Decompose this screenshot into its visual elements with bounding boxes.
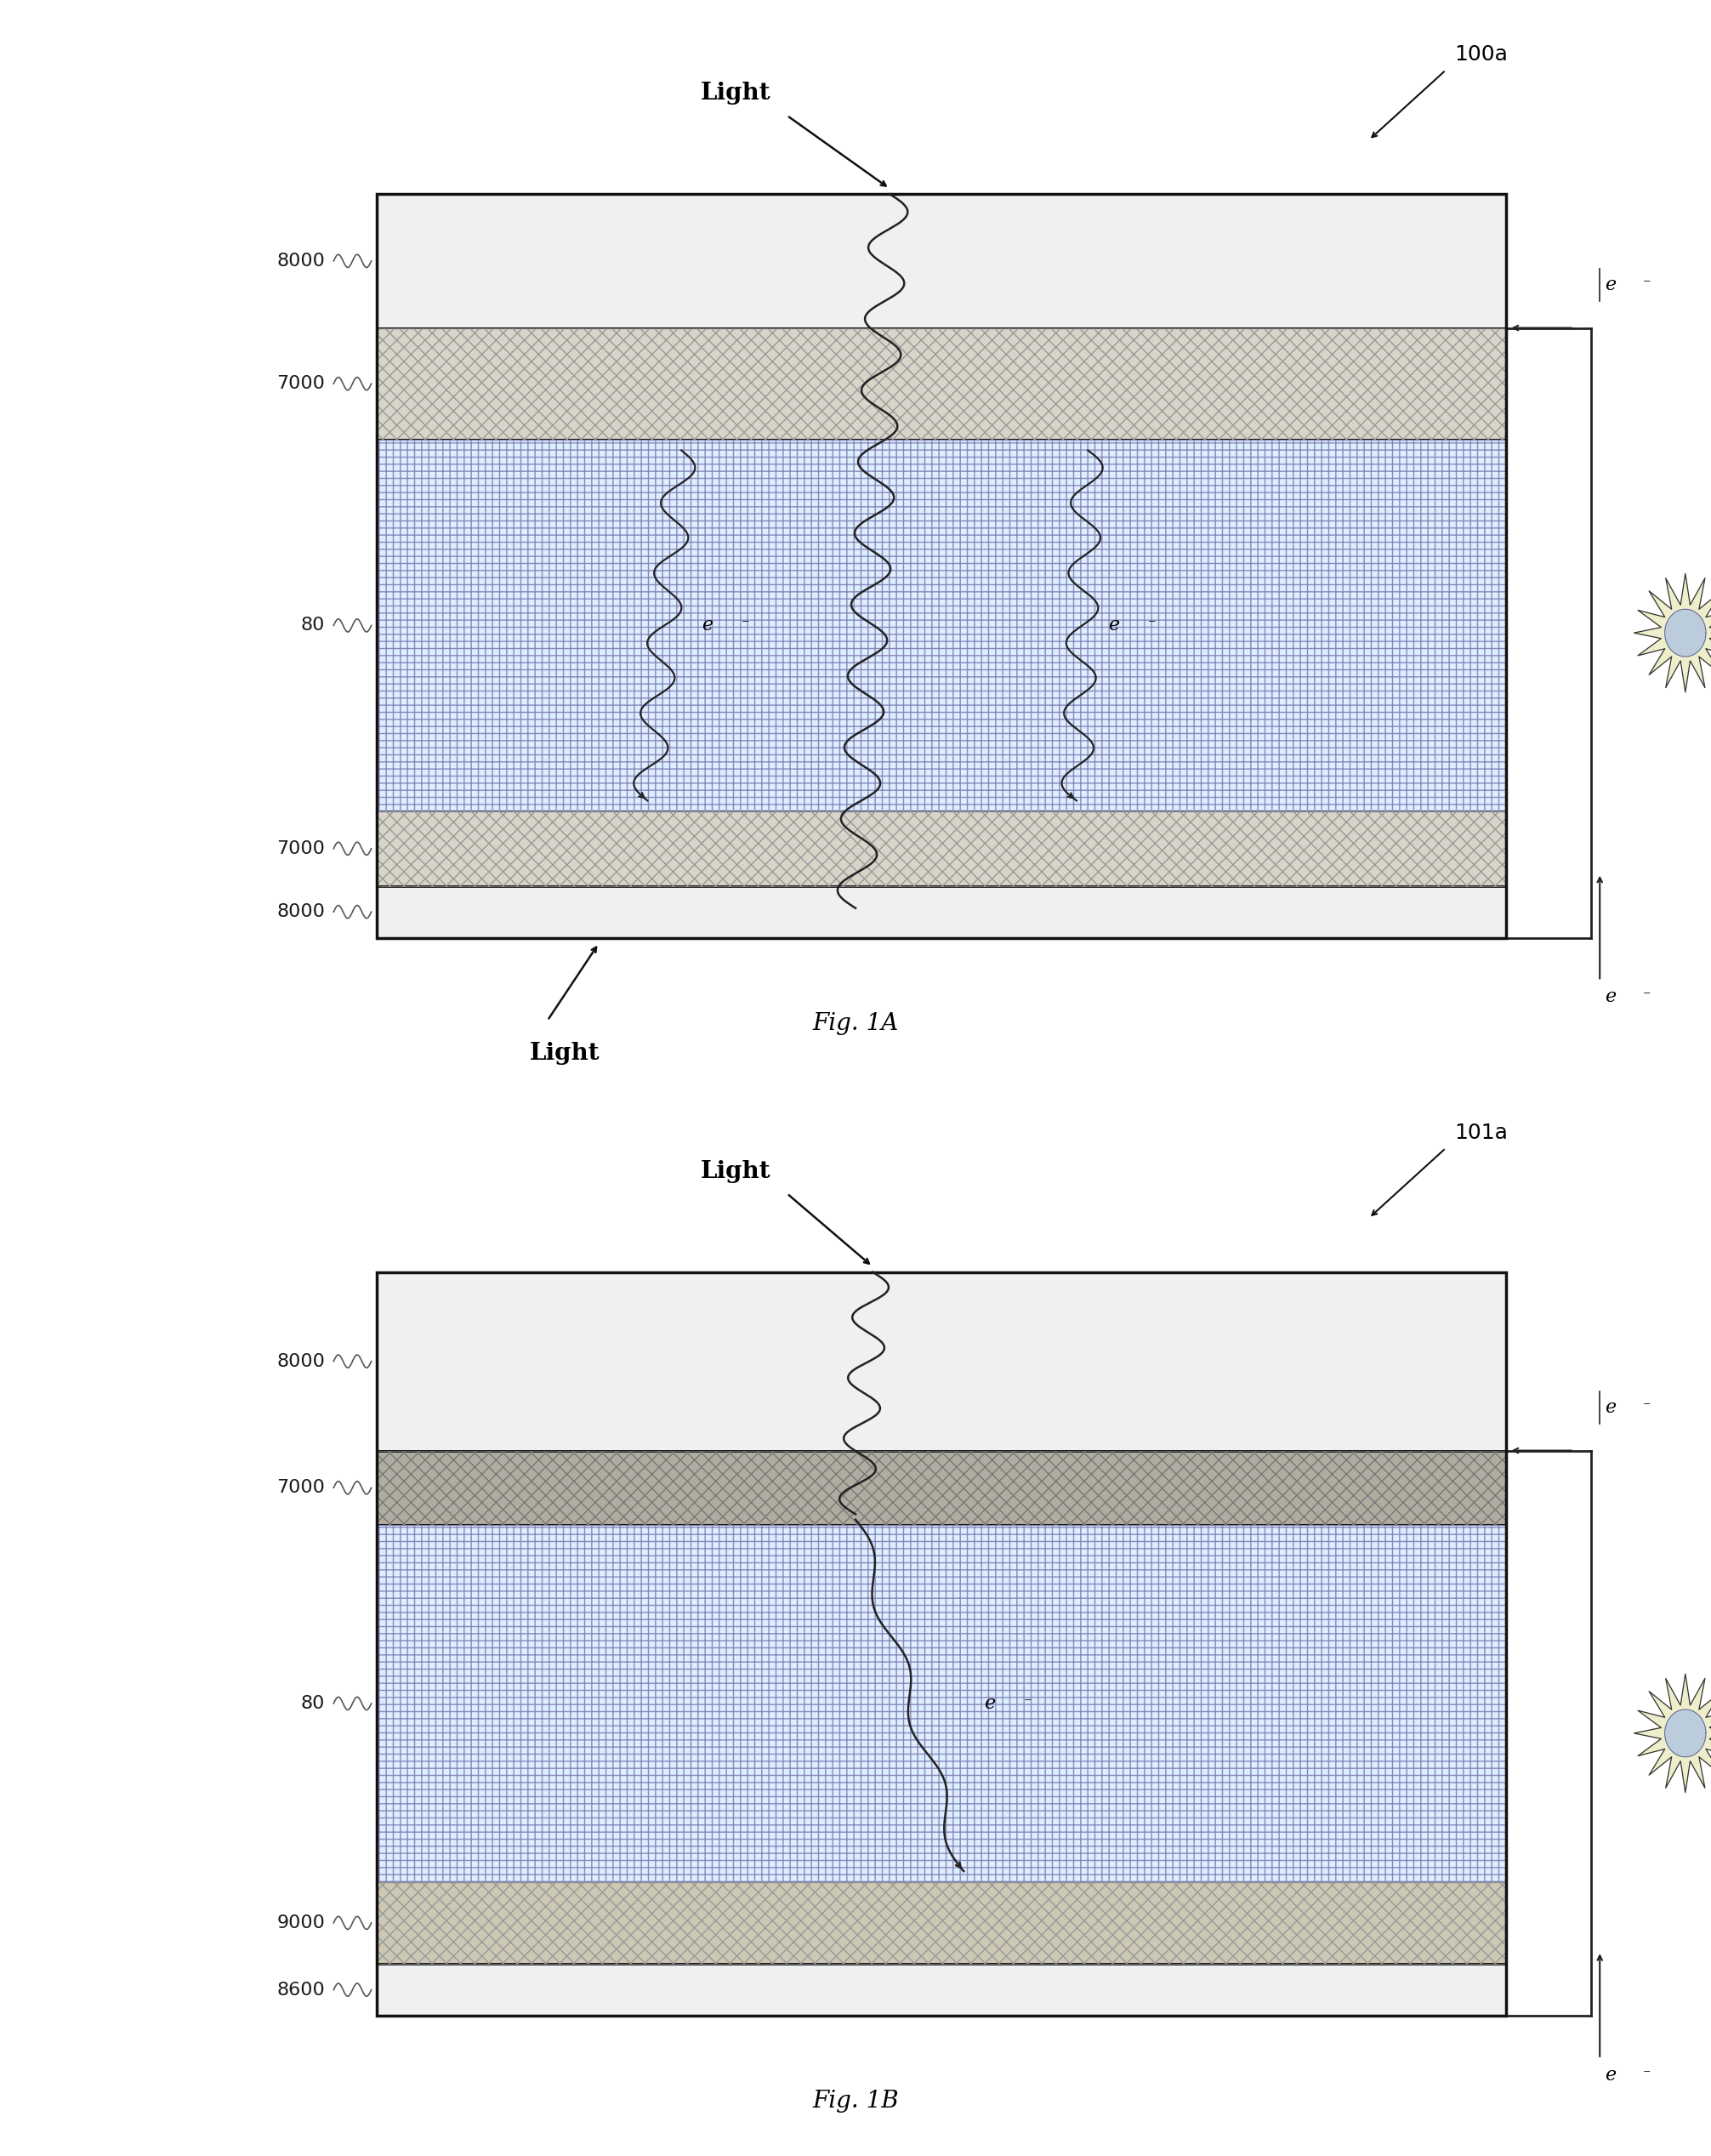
Bar: [376, 1882, 1506, 1964]
Text: 7000: 7000: [277, 1479, 325, 1496]
Text: ⁻: ⁻: [1643, 2068, 1651, 2083]
Bar: [376, 440, 1506, 811]
Text: ⁻: ⁻: [1023, 1697, 1032, 1712]
Text: e: e: [984, 1695, 996, 1712]
Text: 8000: 8000: [277, 903, 325, 921]
Text: ⁻: ⁻: [741, 619, 749, 634]
Bar: [376, 1524, 1506, 1882]
Bar: [376, 1882, 1506, 1964]
Text: e: e: [702, 617, 713, 634]
Text: Light: Light: [700, 82, 772, 106]
Text: Fig. 1A: Fig. 1A: [813, 1011, 898, 1035]
Text: 8000: 8000: [277, 1352, 325, 1369]
Polygon shape: [1665, 1710, 1706, 1757]
Text: 100a: 100a: [1454, 45, 1507, 65]
Text: 7000: 7000: [277, 841, 325, 858]
Text: 8600: 8600: [277, 1981, 325, 1999]
Bar: [376, 440, 1506, 811]
Bar: [376, 1272, 1506, 2016]
Bar: [376, 328, 1506, 440]
Text: e: e: [1605, 1397, 1617, 1416]
Bar: [376, 328, 1506, 440]
Bar: [376, 1272, 1506, 1451]
Bar: [376, 194, 1506, 328]
Bar: [376, 1524, 1506, 1882]
Text: ⁻: ⁻: [1148, 619, 1157, 634]
Text: ⁻: ⁻: [1643, 278, 1651, 293]
Text: Light: Light: [700, 1160, 772, 1184]
Text: Light: Light: [529, 1041, 601, 1065]
Text: ⁻: ⁻: [1643, 1399, 1651, 1414]
Polygon shape: [1634, 573, 1711, 692]
Bar: [376, 194, 1506, 938]
Text: 80: 80: [301, 1695, 325, 1712]
Bar: [376, 1451, 1506, 1524]
Text: e: e: [1605, 987, 1617, 1007]
Text: 80: 80: [301, 617, 325, 634]
Bar: [376, 811, 1506, 886]
Bar: [376, 811, 1506, 886]
Text: 8000: 8000: [277, 252, 325, 270]
Text: 7000: 7000: [277, 375, 325, 392]
Text: 101a: 101a: [1454, 1123, 1507, 1143]
Bar: [376, 886, 1506, 938]
Text: 9000: 9000: [277, 1915, 325, 1932]
Polygon shape: [1634, 1673, 1711, 1792]
Text: e: e: [1109, 617, 1119, 634]
Bar: [376, 1451, 1506, 1524]
Text: e: e: [1605, 2065, 1617, 2085]
Bar: [376, 1964, 1506, 2016]
Text: ⁻: ⁻: [1643, 990, 1651, 1005]
Text: Fig. 1B: Fig. 1B: [813, 2089, 898, 2113]
Text: e: e: [1605, 276, 1617, 293]
Polygon shape: [1665, 610, 1706, 658]
